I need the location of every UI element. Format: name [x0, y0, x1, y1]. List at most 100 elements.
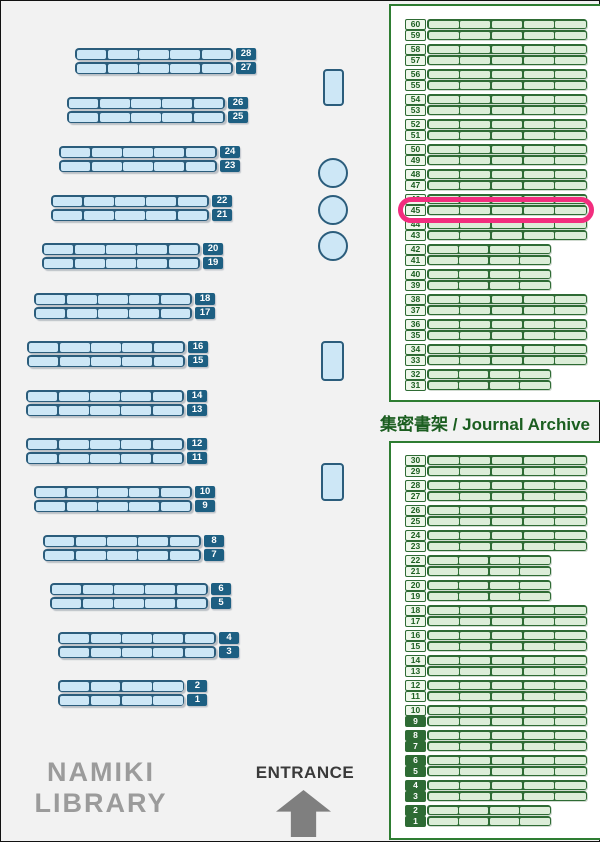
shelf-cell — [115, 210, 145, 220]
shelf-cell — [523, 56, 554, 64]
shelf-row-13 — [26, 404, 184, 416]
shelf-cell — [51, 598, 82, 608]
shelf-cell — [555, 481, 586, 489]
shelf-cell — [523, 120, 554, 128]
shelf-cell — [152, 453, 183, 463]
shelf-cell — [428, 767, 459, 775]
shelf-cell — [170, 49, 201, 59]
archive-row-4 — [427, 780, 587, 790]
shelf-cell — [428, 156, 459, 164]
shelf-cell — [491, 345, 523, 353]
archive-row-label-56: 56 — [405, 69, 426, 80]
shelf-cell — [459, 806, 489, 814]
shelf-cell — [83, 196, 114, 206]
shelf-cell — [35, 487, 66, 497]
shelf-row-23 — [59, 160, 217, 172]
shelf-cell — [491, 220, 523, 228]
shelf-cell — [428, 81, 459, 89]
shelf-number-tag-3: 3 — [219, 646, 239, 658]
shelf-cell — [555, 131, 586, 139]
shelf-cell — [491, 731, 523, 739]
shelf-cell — [491, 206, 523, 214]
archive-row-52 — [427, 119, 587, 129]
shelf-cell — [489, 567, 519, 575]
archive-row-label-10: 10 — [405, 705, 426, 716]
archive-row-label-22: 22 — [405, 555, 426, 566]
archive-row-8 — [427, 730, 587, 740]
shelf-cell — [121, 405, 152, 415]
shelf-cell — [523, 542, 554, 550]
archive-row-57 — [427, 55, 587, 65]
shelf-cell — [523, 506, 554, 514]
shelf-cell — [428, 56, 459, 64]
shelf-cell — [491, 131, 523, 139]
shelf-cell — [460, 717, 491, 725]
shelf-cell — [460, 531, 491, 539]
archive-row-label-57: 57 — [405, 55, 426, 66]
shelf-cell — [489, 245, 519, 253]
shelf-cell — [168, 244, 199, 254]
shelf-cell — [460, 506, 491, 514]
shelf-number-tag-16: 16 — [188, 341, 208, 353]
archive-row-56 — [427, 69, 587, 79]
shelf-row-26 — [67, 97, 225, 109]
shelf-cell — [154, 147, 185, 157]
shelf-cell — [75, 550, 106, 560]
shelf-cell — [523, 156, 554, 164]
shelf-cell — [27, 405, 58, 415]
archive-row-34 — [427, 344, 587, 354]
shelf-cell — [491, 95, 523, 103]
shelf-number-tag-12: 12 — [187, 438, 207, 450]
archive-row-60 — [427, 19, 587, 29]
shelf-cell — [129, 501, 160, 511]
archive-row-label-59: 59 — [405, 30, 426, 41]
shelf-cell — [491, 717, 523, 725]
shelf-cell — [428, 345, 459, 353]
shelf-cell — [523, 756, 554, 764]
shelf-cell — [428, 806, 458, 814]
shelf-cell — [428, 667, 459, 675]
archive-row-label-9: 9 — [405, 716, 426, 727]
shelf-cell — [459, 256, 489, 264]
shelf-cell — [169, 550, 200, 560]
shelf-cell — [491, 542, 523, 550]
shelf-cell — [523, 306, 554, 314]
shelf-cell — [491, 781, 523, 789]
shelf-cell — [162, 112, 193, 122]
shelf-cell — [523, 642, 554, 650]
shelf-row-28 — [75, 48, 233, 60]
archive-row-label-17: 17 — [405, 616, 426, 627]
shelf-cell — [66, 294, 97, 304]
shelf-number-tag-11: 11 — [187, 452, 207, 464]
shelf-cell — [76, 49, 107, 59]
shelf-cell — [122, 647, 152, 657]
shelf-cell — [491, 631, 523, 639]
shelf-cell — [520, 817, 550, 825]
shelf-number-tag-27: 27 — [236, 62, 256, 74]
shelf-cell — [460, 756, 491, 764]
shelf-row-15 — [27, 355, 185, 367]
shelf-cell — [428, 467, 459, 475]
shelf-cell — [75, 536, 106, 546]
table-circle-1 — [318, 158, 348, 188]
shelf-cell — [428, 742, 459, 750]
shelf-cell — [555, 692, 586, 700]
archive-row-label-32: 32 — [405, 369, 426, 380]
shelf-cell — [76, 63, 107, 73]
shelf-cell — [491, 692, 523, 700]
shelf-cell — [523, 731, 554, 739]
shelf-cell — [555, 542, 586, 550]
shelf-cell — [555, 356, 586, 364]
shelf-cell — [160, 294, 191, 304]
shelf-cell — [520, 567, 550, 575]
shelf-cell — [428, 531, 459, 539]
archive-row-11 — [427, 691, 587, 701]
archive-row-label-60: 60 — [405, 19, 426, 30]
shelf-cell — [523, 681, 554, 689]
shelf-cell — [523, 656, 554, 664]
shelf-cell — [460, 70, 491, 78]
shelf-cell — [523, 331, 554, 339]
shelf-number-tag-19: 19 — [203, 257, 223, 269]
shelf-number-tag-26: 26 — [228, 97, 248, 109]
archive-row-label-13: 13 — [405, 666, 426, 677]
